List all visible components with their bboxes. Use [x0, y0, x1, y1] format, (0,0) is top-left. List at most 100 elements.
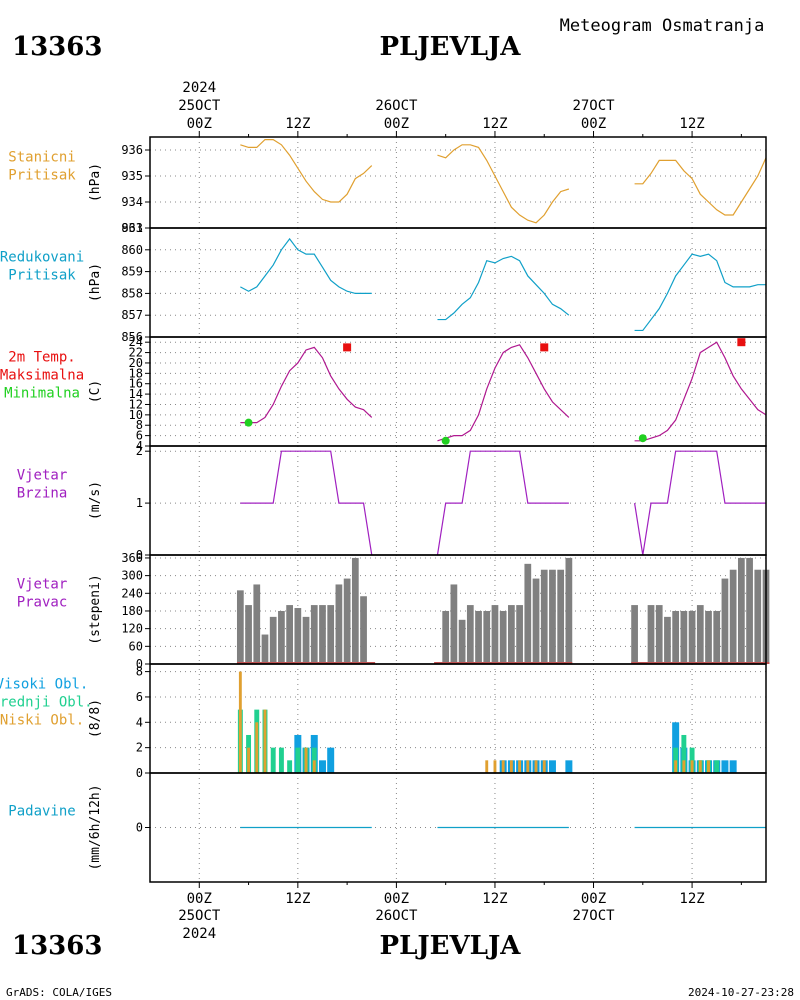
min-temp-marker	[441, 436, 450, 445]
station_pressure-line	[437, 144, 570, 224]
wind-direction-bar	[351, 557, 359, 664]
panel-label: Srednji Obl.	[0, 695, 93, 711]
panel-frames	[149, 136, 767, 883]
panel-label: Vjetar	[17, 468, 68, 484]
cloud-bar	[729, 760, 737, 773]
cloud-bar	[255, 722, 259, 773]
wind-direction-bar	[737, 557, 745, 664]
y-tick-label: 935	[121, 169, 143, 183]
wind-direction-bar	[729, 569, 737, 664]
product-title: Meteogram Osmatranja	[560, 16, 765, 36]
cloud-bar	[238, 671, 242, 773]
axis-unit-label: (8/8)	[88, 699, 103, 738]
y-tick-label: 0	[136, 657, 143, 671]
panel-label: Brzina	[17, 486, 68, 502]
cloud-bar	[721, 760, 729, 773]
wind-direction-bar	[532, 578, 540, 664]
wind-direction-bar	[360, 596, 367, 664]
cloud-bar	[509, 760, 513, 773]
wind-direction-bar	[335, 584, 343, 664]
wind-direction-bar	[540, 569, 548, 664]
bottom-hour-label: 00Z	[581, 891, 606, 907]
wind-direction-bar	[458, 619, 466, 664]
top-day-label: 25OCT	[178, 98, 221, 114]
cloud-bar	[485, 760, 489, 773]
wind-direction-bar	[245, 605, 252, 664]
credit-text: GrADS: COLA/IGES	[6, 986, 112, 999]
panel-label: Maksimalna	[0, 368, 84, 384]
wind-direction-bar	[680, 610, 688, 664]
axis-unit-label: (m/s)	[88, 481, 103, 520]
max-temp-marker	[737, 338, 746, 347]
y-tick-label: 2	[136, 741, 143, 755]
y-tick-label: 0	[136, 766, 143, 780]
bottom-year-label: 2024	[182, 926, 216, 942]
wind-direction-bar	[713, 610, 721, 664]
bottom-hour-label: 00Z	[384, 891, 409, 907]
panel-frame	[149, 772, 767, 883]
cloud-bar	[681, 734, 687, 773]
wind-direction-bar	[721, 578, 729, 664]
y-tick-label: 14	[129, 387, 143, 401]
wind-direction-bar	[491, 605, 499, 664]
cloud-bar	[682, 760, 686, 773]
station_pressure-line	[240, 139, 373, 203]
cloud-bar	[327, 747, 335, 773]
cloud-bar	[518, 760, 522, 773]
y-tick-label: 860	[121, 243, 143, 257]
wind-direction-bar	[499, 610, 507, 664]
cloud-bar	[714, 760, 720, 773]
wind-direction-bar	[631, 605, 638, 664]
axis-unit-label: (hPa)	[88, 263, 103, 302]
bottom-hour-label: 12Z	[679, 891, 704, 907]
top-hour-label: 12Z	[285, 116, 310, 132]
y-tick-label: 2	[136, 444, 143, 458]
wind-direction-bar	[286, 605, 293, 664]
y-tick-label: 8	[136, 665, 143, 679]
y-tick-label: 4	[136, 439, 143, 453]
wind-direction-bar	[466, 605, 474, 664]
y-tick-label: 857	[121, 308, 143, 322]
station_pressure-line	[634, 157, 767, 216]
y-tick-label: 859	[121, 265, 143, 279]
wind-direction-bar	[319, 605, 326, 664]
cloud-bar	[707, 760, 710, 773]
panel-label: Redukovani	[0, 250, 84, 266]
y-tick-label: 0	[136, 548, 143, 562]
bottom-day-label: 26OCT	[375, 908, 418, 924]
top-hour-label: 12Z	[679, 116, 704, 132]
bottom-hour-label: 12Z	[285, 891, 310, 907]
y-tick-label: 240	[121, 586, 143, 600]
cloud-bar	[318, 760, 326, 773]
wind-direction-bar	[688, 610, 696, 664]
max-temp-marker	[540, 343, 549, 352]
wind-direction-bar	[549, 569, 556, 664]
axis-unit-label: (C)	[88, 380, 103, 403]
cloud-bar	[674, 760, 678, 773]
cloud-bar	[295, 747, 301, 773]
top-hour-label: 00Z	[384, 116, 409, 132]
wind_speed-line	[240, 450, 373, 556]
y-tick-label: 6	[136, 429, 143, 443]
panel-label: Vjetar	[17, 577, 68, 593]
temperature-line	[437, 344, 570, 442]
wind-direction-bar	[655, 605, 663, 664]
y-tick-label: 18	[129, 366, 143, 380]
cloud-bar	[548, 760, 556, 773]
wind-direction-bar	[672, 610, 680, 664]
wind_speed-line	[436, 450, 569, 556]
series-layer	[236, 139, 770, 829]
wind-direction-bar	[450, 584, 458, 664]
wind-direction-bar	[565, 557, 573, 664]
cloud-bar	[493, 760, 497, 773]
wind-direction-bar	[442, 610, 450, 664]
wind-direction-bar	[746, 557, 753, 664]
bottom-hour-label: 12Z	[482, 891, 507, 907]
cloud-bar	[565, 760, 573, 773]
y-tick-label: 12	[129, 397, 143, 411]
top-year-label: 2024	[182, 80, 216, 96]
wind-direction-bar	[483, 610, 491, 664]
wind-direction-bar	[508, 605, 515, 664]
top-hour-label: 12Z	[482, 116, 507, 132]
